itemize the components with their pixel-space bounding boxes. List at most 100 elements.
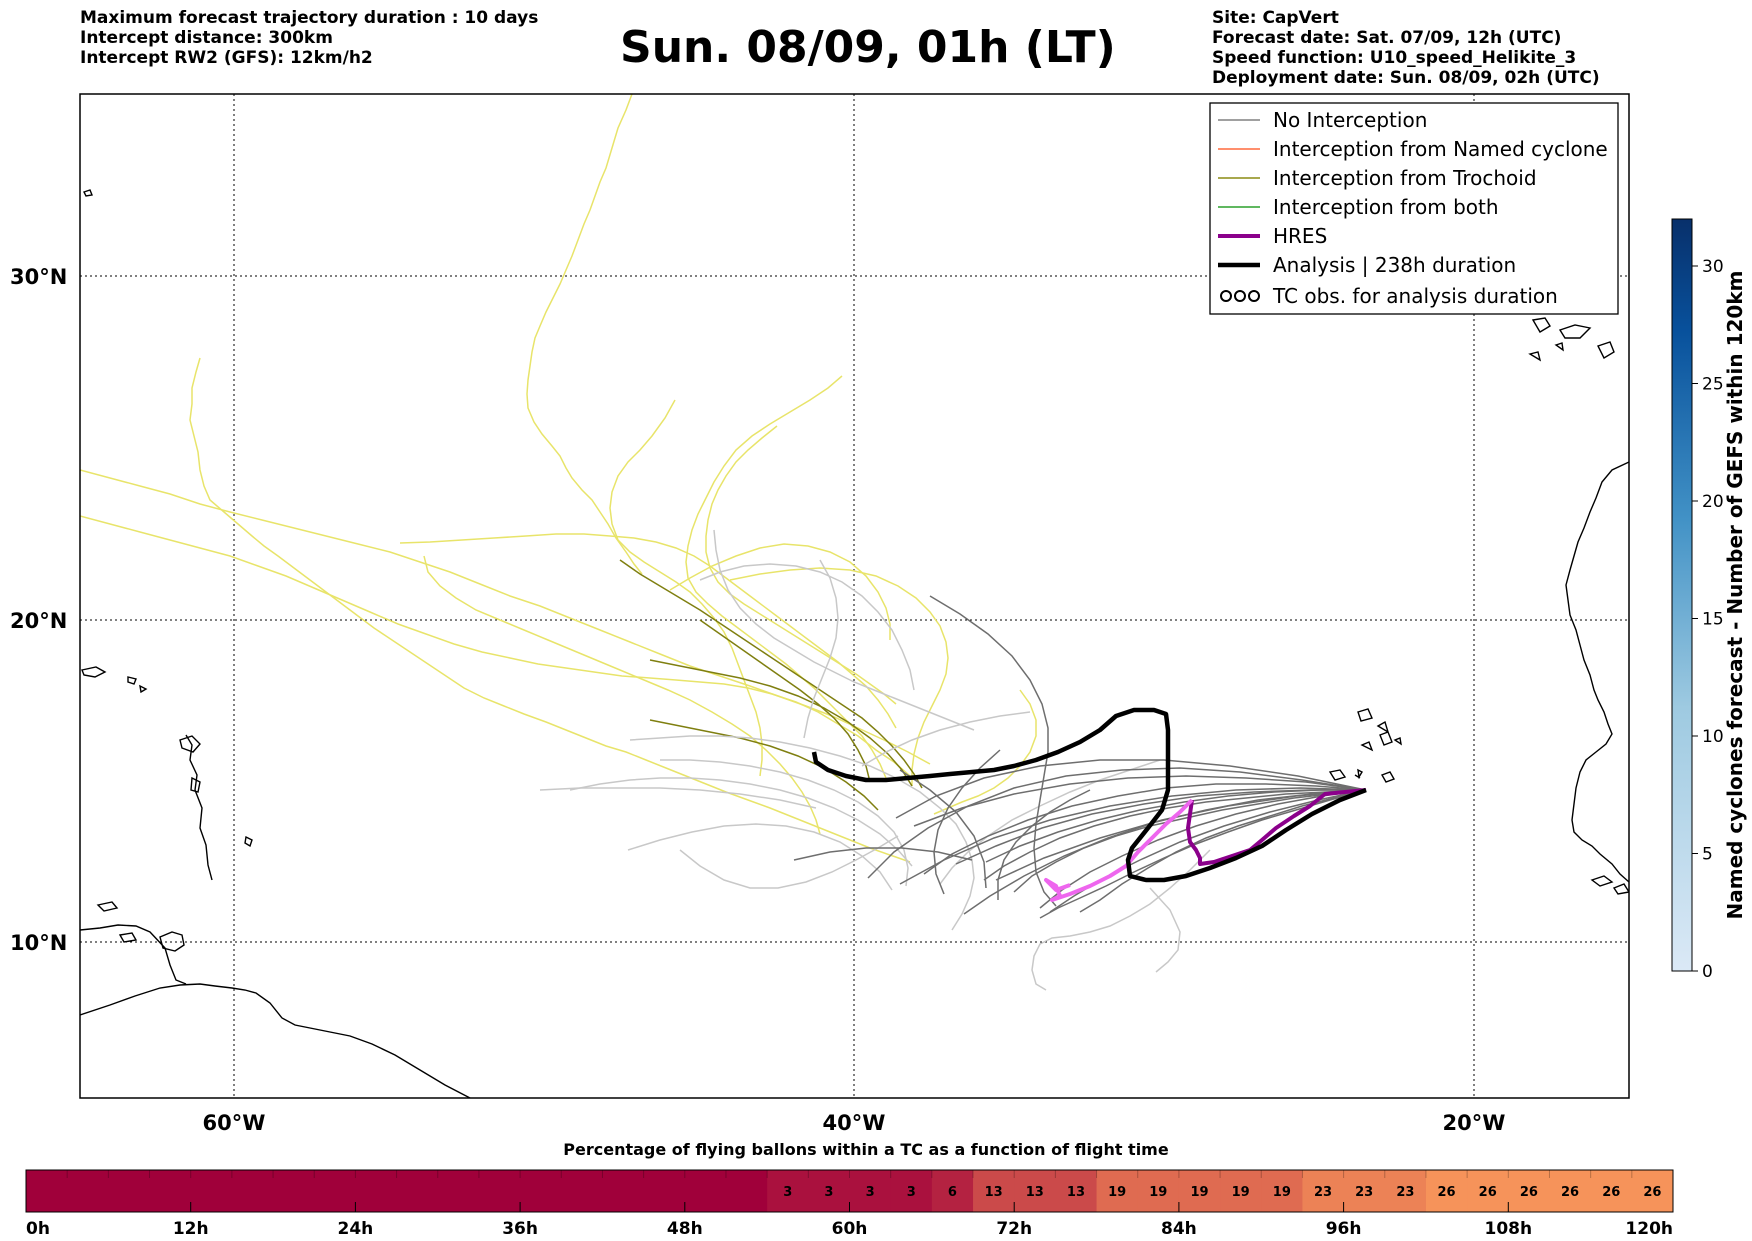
flight-bar-time-label: 36h (502, 1219, 538, 1239)
azores-island (83, 189, 93, 197)
legend-swatch-tc-obs-icon (1220, 290, 1260, 302)
lon-label-40: 40°W (823, 1111, 886, 1135)
deployment-date-text: Deployment date: Sun. 08/09, 02h (UTC) (1212, 68, 1600, 88)
puerto-rico-island (81, 666, 107, 678)
flight-bar-segment (231, 1170, 274, 1212)
flight-bar-percent-label: 23 (1314, 1185, 1332, 1200)
venezuela-north-coast (80, 924, 187, 985)
flight-bar-time-label: 48h (667, 1219, 703, 1239)
flight-bar-segment (396, 1170, 439, 1212)
page-title: Sun. 08/09, 01h (LT) (620, 22, 1116, 73)
colorbar-ticks: 0 5 10 15 20 25 30 (1692, 257, 1724, 982)
trajectory-darkgrey-5 (983, 789, 1367, 881)
cyclone-colorbar: 0 5 10 15 20 25 30 Named cyclones forecast - N… (1671, 218, 1747, 982)
colorbar-tick-label: 5 (1702, 845, 1713, 865)
flight-bar-segment (1384, 1170, 1427, 1212)
flight-bar-time-label: 0h (26, 1219, 50, 1239)
colorbar-tick-label: 0 (1702, 962, 1713, 982)
flight-bar-percent-label: 26 (1561, 1185, 1579, 1200)
trajectory-lightgrey-3 (629, 735, 975, 931)
flight-bar-time-label: 84h (1161, 1219, 1197, 1239)
flight-bar-segment (1302, 1170, 1345, 1212)
trajectory-yellow-11 (669, 543, 891, 640)
colorbar-gradient (1671, 218, 1693, 972)
trajectory-darkgrey-15 (895, 759, 1367, 819)
flight-bar-percent-label: 13 (1026, 1185, 1044, 1200)
trajectory-yellow-8 (685, 375, 887, 779)
flight-bar-segment (1178, 1170, 1221, 1212)
max-duration-text: Maximum forecast trajectory duration : 1… (80, 8, 539, 28)
flight-bar-segment (1549, 1170, 1592, 1212)
bissau-islands (1590, 875, 1629, 895)
flight-bar-segment (725, 1170, 768, 1212)
flight-bar-segment (1220, 1170, 1262, 1212)
flight-bar-segment (437, 1170, 480, 1212)
virgin-islands (127, 676, 148, 694)
lat-label-10: 10°N (10, 931, 67, 955)
trajectory-olive-1 (619, 559, 923, 789)
trajectory-lightgrey-1 (713, 529, 975, 731)
hres-track-purple (1186, 788, 1367, 866)
flight-bar-segment (1261, 1170, 1303, 1212)
flight-bar-segment (478, 1170, 521, 1212)
guadeloupe-island (179, 735, 201, 753)
trinidad-island (159, 931, 185, 952)
flight-bar-time-label: 60h (832, 1219, 868, 1239)
trajectory-yellow-12 (933, 689, 1037, 815)
cape-verde-islands (1328, 708, 1402, 783)
flight-bar-percent-label: 19 (1273, 1185, 1291, 1200)
analysis-trajectory (811, 707, 1367, 883)
trajectory-lightgrey-6 (627, 823, 893, 891)
flight-bar-segment (520, 1170, 562, 1212)
colorbar-tick-label: 10 (1702, 727, 1724, 747)
forecast-date-text: Forecast date: Sat. 07/09, 12h (UTC) (1212, 28, 1562, 48)
coastlines (80, 189, 1629, 1098)
flight-bar-segment (108, 1170, 151, 1212)
flight-bar-percent-label: 26 (1602, 1185, 1620, 1200)
flight-bar-time-label: 120h (1625, 1219, 1673, 1239)
flight-time-bar: Percentage of flying ballons within a TC… (25, 1140, 1674, 1239)
trajectory-lightgrey-8 (803, 559, 839, 739)
trajectory-yellow-3 (80, 469, 931, 765)
trajectory-darkgrey-12 (913, 775, 1367, 827)
intercept-rw2-text: Intercept RW2 (GFS): 12km/h2 (80, 48, 373, 68)
flight-bar-segment (1631, 1170, 1674, 1212)
site-text: Site: CapVert (1212, 8, 1339, 28)
flight-bar-percent-label: 13 (1067, 1185, 1085, 1200)
trajectory-yellow-6 (423, 555, 821, 835)
trajectory-lightgrey-7 (679, 835, 899, 889)
flight-bar-segment (1014, 1170, 1056, 1212)
antilles-chain (185, 734, 213, 881)
flight-bar-percent-label: 19 (1149, 1185, 1167, 1200)
flight-bar-segment (684, 1170, 727, 1212)
trajectory-yellow-9 (705, 425, 897, 705)
trajectory-lightgrey-2 (699, 563, 915, 691)
flight-bar-segment (849, 1170, 892, 1212)
flight-bar-segment (1055, 1170, 1098, 1212)
flight-bar-time-label: 24h (338, 1219, 374, 1239)
trajectory-darkgrey-14 (995, 789, 1367, 881)
flight-bar-segment (190, 1170, 233, 1212)
hres-trajectory (1044, 788, 1367, 902)
trajectory-darkgrey-17 (997, 789, 1091, 900)
flight-bar-time-label: 72h (996, 1219, 1032, 1239)
south-america-coast (80, 983, 471, 1098)
trajectory-darkgrey-20 (793, 847, 973, 861)
flight-bar-segment (808, 1170, 850, 1212)
trajectory-yellow-4 (80, 515, 911, 777)
trajectory-lightgrey-13 (861, 711, 1031, 767)
margarita-island (118, 932, 138, 943)
flight-bar-segment (273, 1170, 315, 1212)
lon-label-60: 60°W (203, 1111, 266, 1135)
trajectory-lightgrey-9 (1031, 849, 1211, 991)
trajectory-yellow-2 (189, 357, 911, 863)
trajectory-olive-4 (699, 619, 871, 783)
flight-bar-time-label: 108h (1485, 1219, 1533, 1239)
west-africa-coast (1565, 461, 1629, 883)
trajectory-darkgrey-1 (929, 595, 1057, 907)
flight-bar-segment (1343, 1170, 1386, 1212)
legend-box (1209, 102, 1619, 315)
flight-bar-segment (1508, 1170, 1550, 1212)
trajectory-darkgrey-11 (955, 789, 1366, 865)
